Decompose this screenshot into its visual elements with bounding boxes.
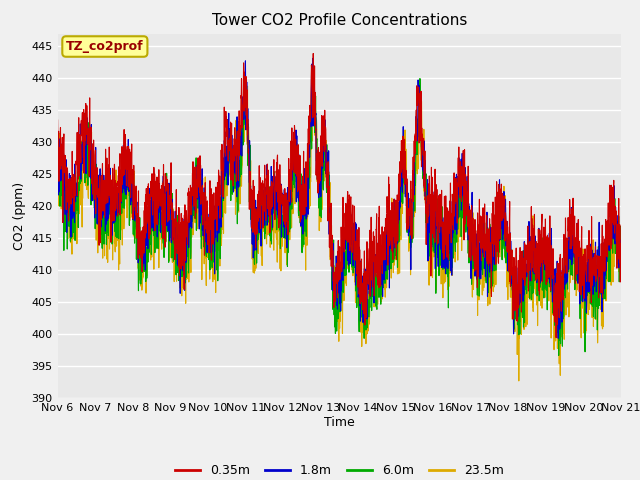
1.8m: [583, 263, 591, 268]
0.35m: [503, 249, 511, 254]
Y-axis label: CO2 (ppm): CO2 (ppm): [13, 182, 26, 250]
0.35m: [368, 265, 376, 271]
0.35m: [617, 259, 625, 264]
23.5m: [309, 67, 317, 73]
1.8m: [309, 55, 317, 61]
1.8m: [503, 233, 511, 239]
Line: 23.5m: 23.5m: [58, 70, 621, 381]
0.35m: [54, 117, 61, 123]
1.8m: [554, 336, 562, 341]
1.8m: [356, 303, 364, 309]
0.35m: [309, 50, 317, 56]
6.0m: [368, 291, 376, 297]
23.5m: [568, 262, 575, 268]
6.0m: [503, 230, 511, 236]
1.8m: [54, 137, 61, 143]
Line: 6.0m: 6.0m: [58, 67, 621, 356]
Text: TZ_co2prof: TZ_co2prof: [66, 40, 143, 53]
23.5m: [368, 289, 376, 295]
6.0m: [555, 353, 563, 359]
X-axis label: Time: Time: [324, 416, 355, 429]
6.0m: [583, 292, 591, 298]
1.8m: [211, 271, 218, 277]
6.0m: [356, 266, 364, 272]
23.5m: [617, 247, 625, 253]
0.35m: [583, 242, 591, 248]
Line: 0.35m: 0.35m: [58, 53, 621, 337]
6.0m: [309, 64, 317, 70]
0.35m: [356, 247, 364, 252]
1.8m: [368, 257, 376, 263]
0.35m: [552, 335, 560, 340]
23.5m: [583, 284, 591, 289]
23.5m: [515, 378, 523, 384]
23.5m: [356, 278, 364, 284]
Title: Tower CO2 Profile Concentrations: Tower CO2 Profile Concentrations: [211, 13, 467, 28]
0.35m: [568, 206, 575, 212]
Legend: 0.35m, 1.8m, 6.0m, 23.5m: 0.35m, 1.8m, 6.0m, 23.5m: [170, 459, 509, 480]
1.8m: [568, 205, 575, 211]
23.5m: [503, 252, 511, 258]
6.0m: [568, 268, 575, 274]
23.5m: [54, 177, 61, 183]
6.0m: [617, 250, 625, 255]
0.35m: [211, 216, 218, 221]
Line: 1.8m: 1.8m: [58, 58, 621, 338]
23.5m: [211, 263, 218, 269]
6.0m: [211, 249, 218, 255]
1.8m: [617, 259, 625, 265]
6.0m: [54, 177, 61, 183]
